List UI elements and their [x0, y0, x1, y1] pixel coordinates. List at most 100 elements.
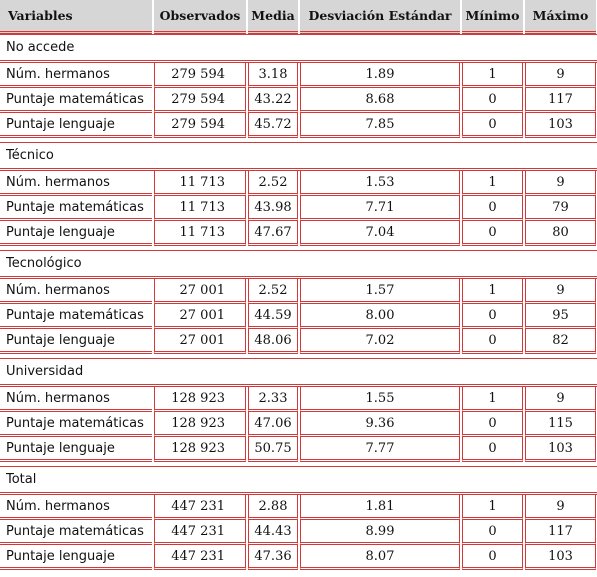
- cell-value: 82: [525, 329, 596, 354]
- cell-value: 27 001: [154, 329, 246, 354]
- cell-value: 9: [525, 495, 596, 520]
- cell-value: 79: [525, 196, 596, 221]
- cell-value: 7.85: [300, 113, 460, 138]
- cell-value: 44.59: [248, 304, 298, 329]
- cell-value: 44.43: [248, 520, 298, 545]
- cell-value: 47.36: [248, 545, 298, 570]
- cell-value: 9: [525, 279, 596, 304]
- cell-value: 11 713: [154, 221, 246, 246]
- group-label: Universidad: [0, 358, 597, 387]
- cell-value: 0: [462, 304, 523, 329]
- cell-value: 7.02: [300, 329, 460, 354]
- row-label: Núm. hermanos: [0, 171, 152, 196]
- cell-value: 2.52: [248, 279, 298, 304]
- cell-value: 0: [462, 412, 523, 437]
- cell-value: 1.89: [300, 63, 460, 88]
- cell-value: 8.68: [300, 88, 460, 113]
- group-label: Total: [0, 466, 597, 495]
- cell-value: 9: [525, 63, 596, 88]
- cell-value: 80: [525, 221, 596, 246]
- cell-value: 1.57: [300, 279, 460, 304]
- row-label: Núm. hermanos: [0, 63, 152, 88]
- row-label: Puntaje lenguaje: [0, 437, 152, 462]
- cell-value: 279 594: [154, 88, 246, 113]
- row-label: Puntaje matemáticas: [0, 520, 152, 545]
- cell-value: 103: [525, 113, 596, 138]
- cell-value: 279 594: [154, 113, 246, 138]
- cell-value: 3.18: [248, 63, 298, 88]
- cell-value: 11 713: [154, 171, 246, 196]
- cell-value: 27 001: [154, 279, 246, 304]
- cell-value: 1: [462, 279, 523, 304]
- cell-value: 1.81: [300, 495, 460, 520]
- row-label: Puntaje lenguaje: [0, 221, 152, 246]
- cell-value: 103: [525, 437, 596, 462]
- cell-value: 128 923: [154, 437, 246, 462]
- cell-value: 11 713: [154, 196, 246, 221]
- row-label: Puntaje lenguaje: [0, 329, 152, 354]
- cell-value: 8.07: [300, 545, 460, 570]
- cell-value: 1: [462, 171, 523, 196]
- row-label: Puntaje matemáticas: [0, 196, 152, 221]
- row-label: Puntaje lenguaje: [0, 545, 152, 570]
- cell-value: 27 001: [154, 304, 246, 329]
- row-label: Núm. hermanos: [0, 279, 152, 304]
- cell-value: 7.77: [300, 437, 460, 462]
- row-label: Núm. hermanos: [0, 387, 152, 412]
- cell-value: 0: [462, 545, 523, 570]
- cell-value: 7.71: [300, 196, 460, 221]
- cell-value: 128 923: [154, 387, 246, 412]
- cell-value: 9.36: [300, 412, 460, 437]
- cell-value: 1: [462, 63, 523, 88]
- column-header: Media: [248, 0, 298, 34]
- column-header: Variables: [0, 0, 152, 34]
- cell-value: 117: [525, 88, 596, 113]
- cell-value: 2.52: [248, 171, 298, 196]
- cell-value: 43.98: [248, 196, 298, 221]
- column-header: Mínimo: [462, 0, 523, 34]
- column-header: Desviación Estándar: [300, 0, 460, 34]
- cell-value: 447 231: [154, 545, 246, 570]
- cell-value: 48.06: [248, 329, 298, 354]
- cell-value: 2.33: [248, 387, 298, 412]
- cell-value: 279 594: [154, 63, 246, 88]
- cell-value: 8.00: [300, 304, 460, 329]
- cell-value: 9: [525, 387, 596, 412]
- row-label: Puntaje lenguaje: [0, 113, 152, 138]
- cell-value: 95: [525, 304, 596, 329]
- cell-value: 9: [525, 171, 596, 196]
- cell-value: 1.53: [300, 171, 460, 196]
- cell-value: 43.22: [248, 88, 298, 113]
- cell-value: 8.99: [300, 520, 460, 545]
- cell-value: 447 231: [154, 520, 246, 545]
- cell-value: 50.75: [248, 437, 298, 462]
- cell-value: 128 923: [154, 412, 246, 437]
- cell-value: 0: [462, 88, 523, 113]
- row-label: Puntaje matemáticas: [0, 412, 152, 437]
- cell-value: 2.88: [248, 495, 298, 520]
- column-header: Observados: [154, 0, 246, 34]
- cell-value: 0: [462, 221, 523, 246]
- cell-value: 1.55: [300, 387, 460, 412]
- cell-value: 1: [462, 387, 523, 412]
- column-header: Máximo: [525, 0, 596, 34]
- cell-value: 0: [462, 113, 523, 138]
- group-label: Tecnológico: [0, 250, 597, 279]
- cell-value: 117: [525, 520, 596, 545]
- cell-value: 447 231: [154, 495, 246, 520]
- cell-value: 0: [462, 196, 523, 221]
- row-label: Puntaje matemáticas: [0, 88, 152, 113]
- cell-value: 0: [462, 437, 523, 462]
- cell-value: 45.72: [248, 113, 298, 138]
- cell-value: 103: [525, 545, 596, 570]
- group-label: Técnico: [0, 142, 597, 171]
- row-label: Puntaje matemáticas: [0, 304, 152, 329]
- group-label: No accede: [0, 34, 597, 63]
- cell-value: 47.67: [248, 221, 298, 246]
- row-label: Núm. hermanos: [0, 495, 152, 520]
- cell-value: 7.04: [300, 221, 460, 246]
- cell-value: 1: [462, 495, 523, 520]
- cell-value: 0: [462, 329, 523, 354]
- cell-value: 115: [525, 412, 596, 437]
